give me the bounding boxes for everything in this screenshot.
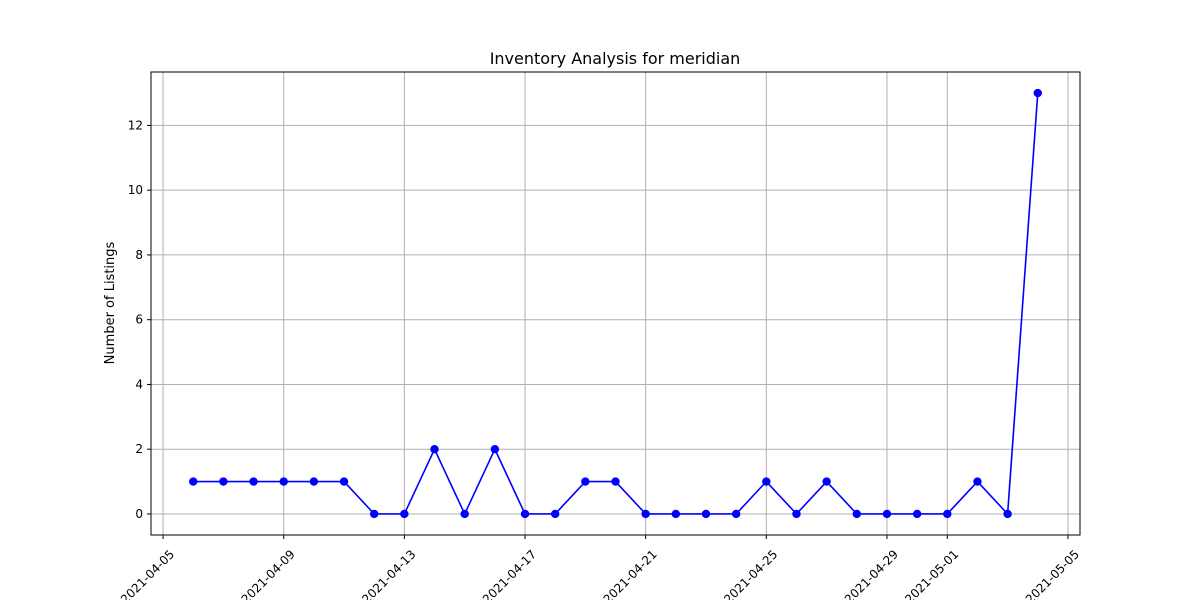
data-point	[490, 444, 500, 454]
data-point	[912, 509, 922, 519]
data-point	[400, 509, 409, 519]
data-point	[1033, 88, 1042, 98]
data-point	[550, 509, 560, 519]
x-tick-label: 2021-04-09	[239, 547, 298, 600]
plot-frame-rect	[150, 71, 1081, 536]
data-point	[852, 509, 861, 519]
x-tick-label: 2021-05-05	[1023, 547, 1082, 600]
data-point	[792, 509, 801, 519]
data-point	[1003, 509, 1012, 519]
series-1-line	[193, 92, 1039, 515]
grid-lines	[151, 72, 1080, 535]
data-point	[520, 509, 530, 519]
x-tick-label: 2021-04-29	[842, 547, 901, 600]
data-point	[430, 444, 439, 454]
data-point	[641, 509, 650, 519]
y-tick-label: 2	[135, 442, 143, 456]
y-axis-label: Number of Listings	[103, 241, 118, 364]
data-point	[309, 477, 319, 486]
x-tick-label: 2021-04-17	[480, 547, 539, 600]
x-tick-label: 2021-04-21	[601, 547, 660, 600]
data-point	[611, 477, 620, 486]
series-layer	[189, 88, 1042, 519]
data-point	[882, 509, 892, 519]
plot-frame	[150, 71, 1081, 536]
data-point	[943, 509, 952, 519]
x-tick-label: 2021-04-25	[721, 547, 780, 600]
data-point	[219, 477, 228, 486]
data-point	[731, 509, 741, 519]
y-tick-label: 6	[135, 313, 143, 327]
data-point	[189, 477, 198, 486]
data-point	[701, 509, 711, 519]
y-tick-label: 0	[135, 507, 143, 521]
data-point	[279, 477, 288, 486]
y-tick-label: 12	[128, 118, 143, 132]
data-point	[973, 477, 982, 486]
data-point	[822, 477, 831, 486]
data-point	[581, 477, 590, 486]
x-tick-label: 2021-04-13	[359, 547, 418, 600]
y-tick-label: 10	[128, 183, 143, 197]
y-tick-label: 8	[135, 248, 143, 262]
data-point	[671, 509, 681, 519]
x-tick-label: 2021-05-01	[902, 547, 961, 600]
data-point	[249, 477, 258, 486]
data-point	[370, 509, 379, 519]
data-point	[339, 477, 349, 486]
data-point	[460, 509, 469, 519]
x-tick-label: 2021-04-05	[118, 547, 177, 600]
y-tick-label: 4	[135, 377, 143, 391]
chart-title: Inventory Analysis for meridian	[490, 49, 741, 68]
data-point	[762, 477, 771, 486]
